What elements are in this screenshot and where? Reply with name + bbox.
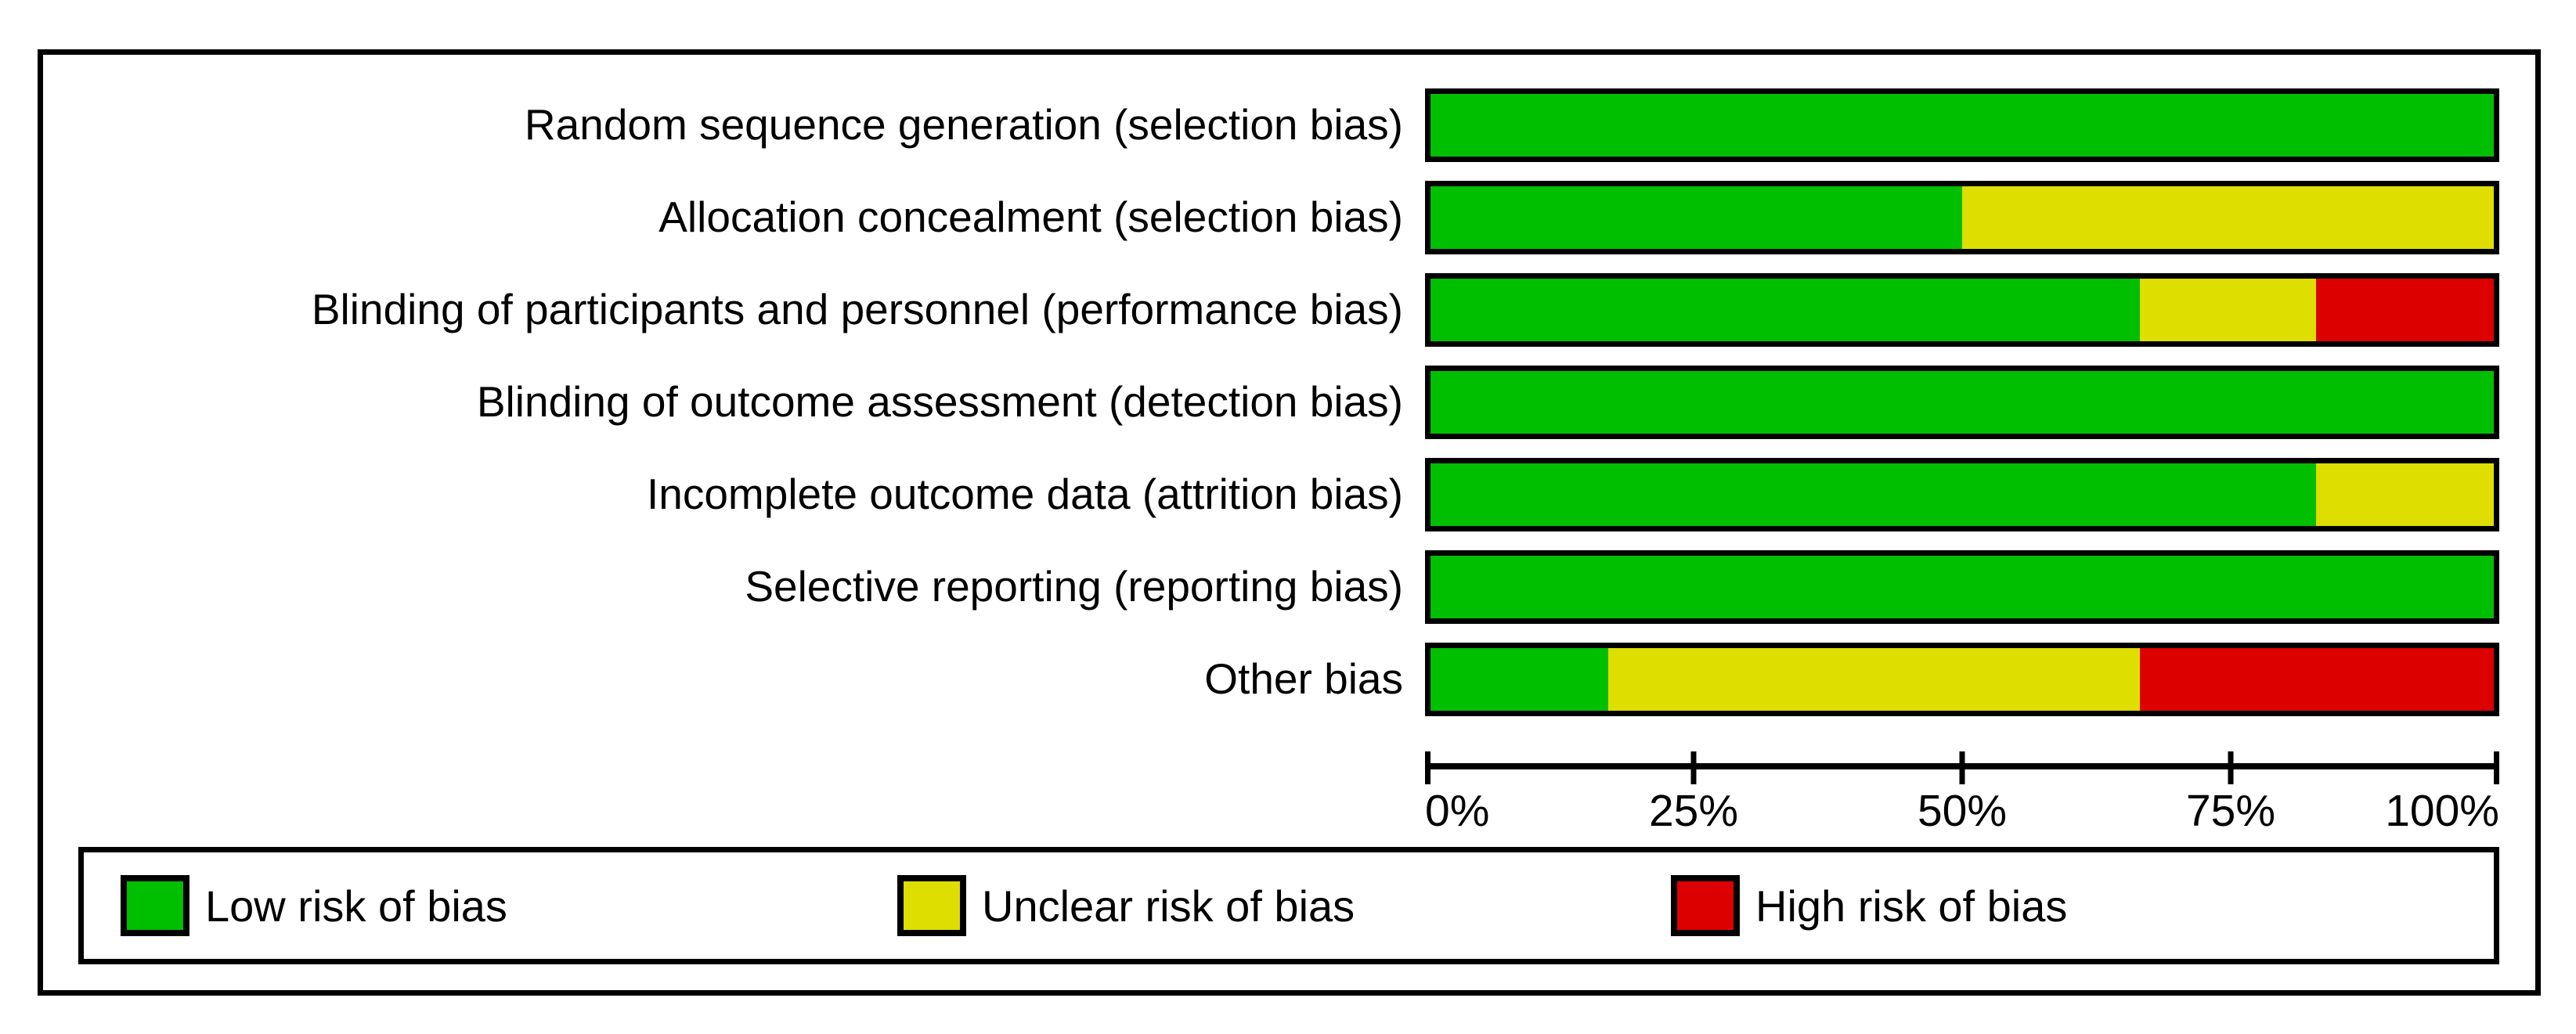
axis-tick-label-100: 100% [2385,786,2499,836]
legend-label-low-risk: Low risk of bias [205,881,507,931]
axis-tick-50 [1959,751,1965,784]
bar-segment-unclear-risk [2316,463,2494,526]
bar-segment-low-risk [1431,648,1608,711]
axis-tick-label-0: 0% [1425,786,1490,836]
axis-tick-0 [1425,751,1431,784]
stacked-bar [1425,273,2499,347]
bar-segment-unclear-risk [1962,186,2494,249]
bar-segment-high-risk [2316,279,2494,341]
legend-swatch-unclear-risk-icon [897,875,966,936]
bar-segment-unclear-risk [2139,279,2317,341]
bar-segment-low-risk [1431,94,2494,157]
stacked-bar [1425,88,2499,162]
chart-row: Incomplete outcome data (attrition bias) [43,458,2535,531]
chart-row: Blinding of outcome assessment (detectio… [43,366,2535,439]
legend-swatch-high-risk-icon [1671,875,1740,936]
chart-row: Selective reporting (reporting bias) [43,550,2535,624]
axis-tick-label-50: 50% [1917,786,2008,836]
bar-segment-unclear-risk [1607,648,2140,711]
bar-segment-low-risk [1431,371,2494,434]
chart-row: Blinding of participants and personnel (… [43,273,2535,347]
category-label: Blinding of participants and personnel (… [311,285,1403,333]
category-label: Blinding of outcome assessment (detectio… [476,377,1403,426]
bar-segment-low-risk [1431,186,1962,249]
category-label: Incomplete outcome data (attrition bias) [646,470,1403,518]
bar-segment-low-risk [1431,463,2317,526]
bar-segment-low-risk [1431,556,2494,618]
stacked-bar [1425,458,2499,531]
category-label: Selective reporting (reporting bias) [745,562,1403,611]
category-label: Allocation concealment (selection bias) [658,193,1403,241]
risk-of-bias-graph-frame: Random sequence generation (selection bi… [38,49,2541,996]
axis-tick-100 [2494,751,2499,784]
legend-label-high-risk: High risk of bias [1755,881,2068,931]
stacked-bar [1425,643,2499,716]
axis-tick-label-75: 75% [2185,786,2276,836]
legend-item-high-risk: High risk of bias [1671,875,2067,936]
legend-swatch-low-risk-icon [121,875,189,936]
legend-item-unclear-risk: Unclear risk of bias [897,875,1355,936]
bar-segment-high-risk [2139,648,2494,711]
category-label: Other bias [1204,654,1403,703]
category-label: Random sequence generation (selection bi… [524,100,1403,149]
bar-segment-low-risk [1431,279,2140,341]
legend-label-unclear-risk: Unclear risk of bias [982,881,1355,931]
legend: Low risk of bias Unclear risk of bias Hi… [78,847,2499,964]
chart-rows: Random sequence generation (selection bi… [43,88,2535,735]
chart-row: Allocation concealment (selection bias) [43,181,2535,254]
stacked-bar [1425,181,2499,254]
axis-tick-25 [1690,751,1697,784]
stacked-bar [1425,366,2499,439]
axis-tick-label-25: 25% [1648,786,1739,836]
x-axis: 0% 25% 50% 75% 100% [1425,751,2499,845]
axis-tick-75 [2228,751,2234,784]
chart-row: Random sequence generation (selection bi… [43,88,2535,162]
legend-item-low-risk: Low risk of bias [121,875,507,936]
chart-row: Other bias [43,643,2535,716]
stacked-bar [1425,550,2499,624]
